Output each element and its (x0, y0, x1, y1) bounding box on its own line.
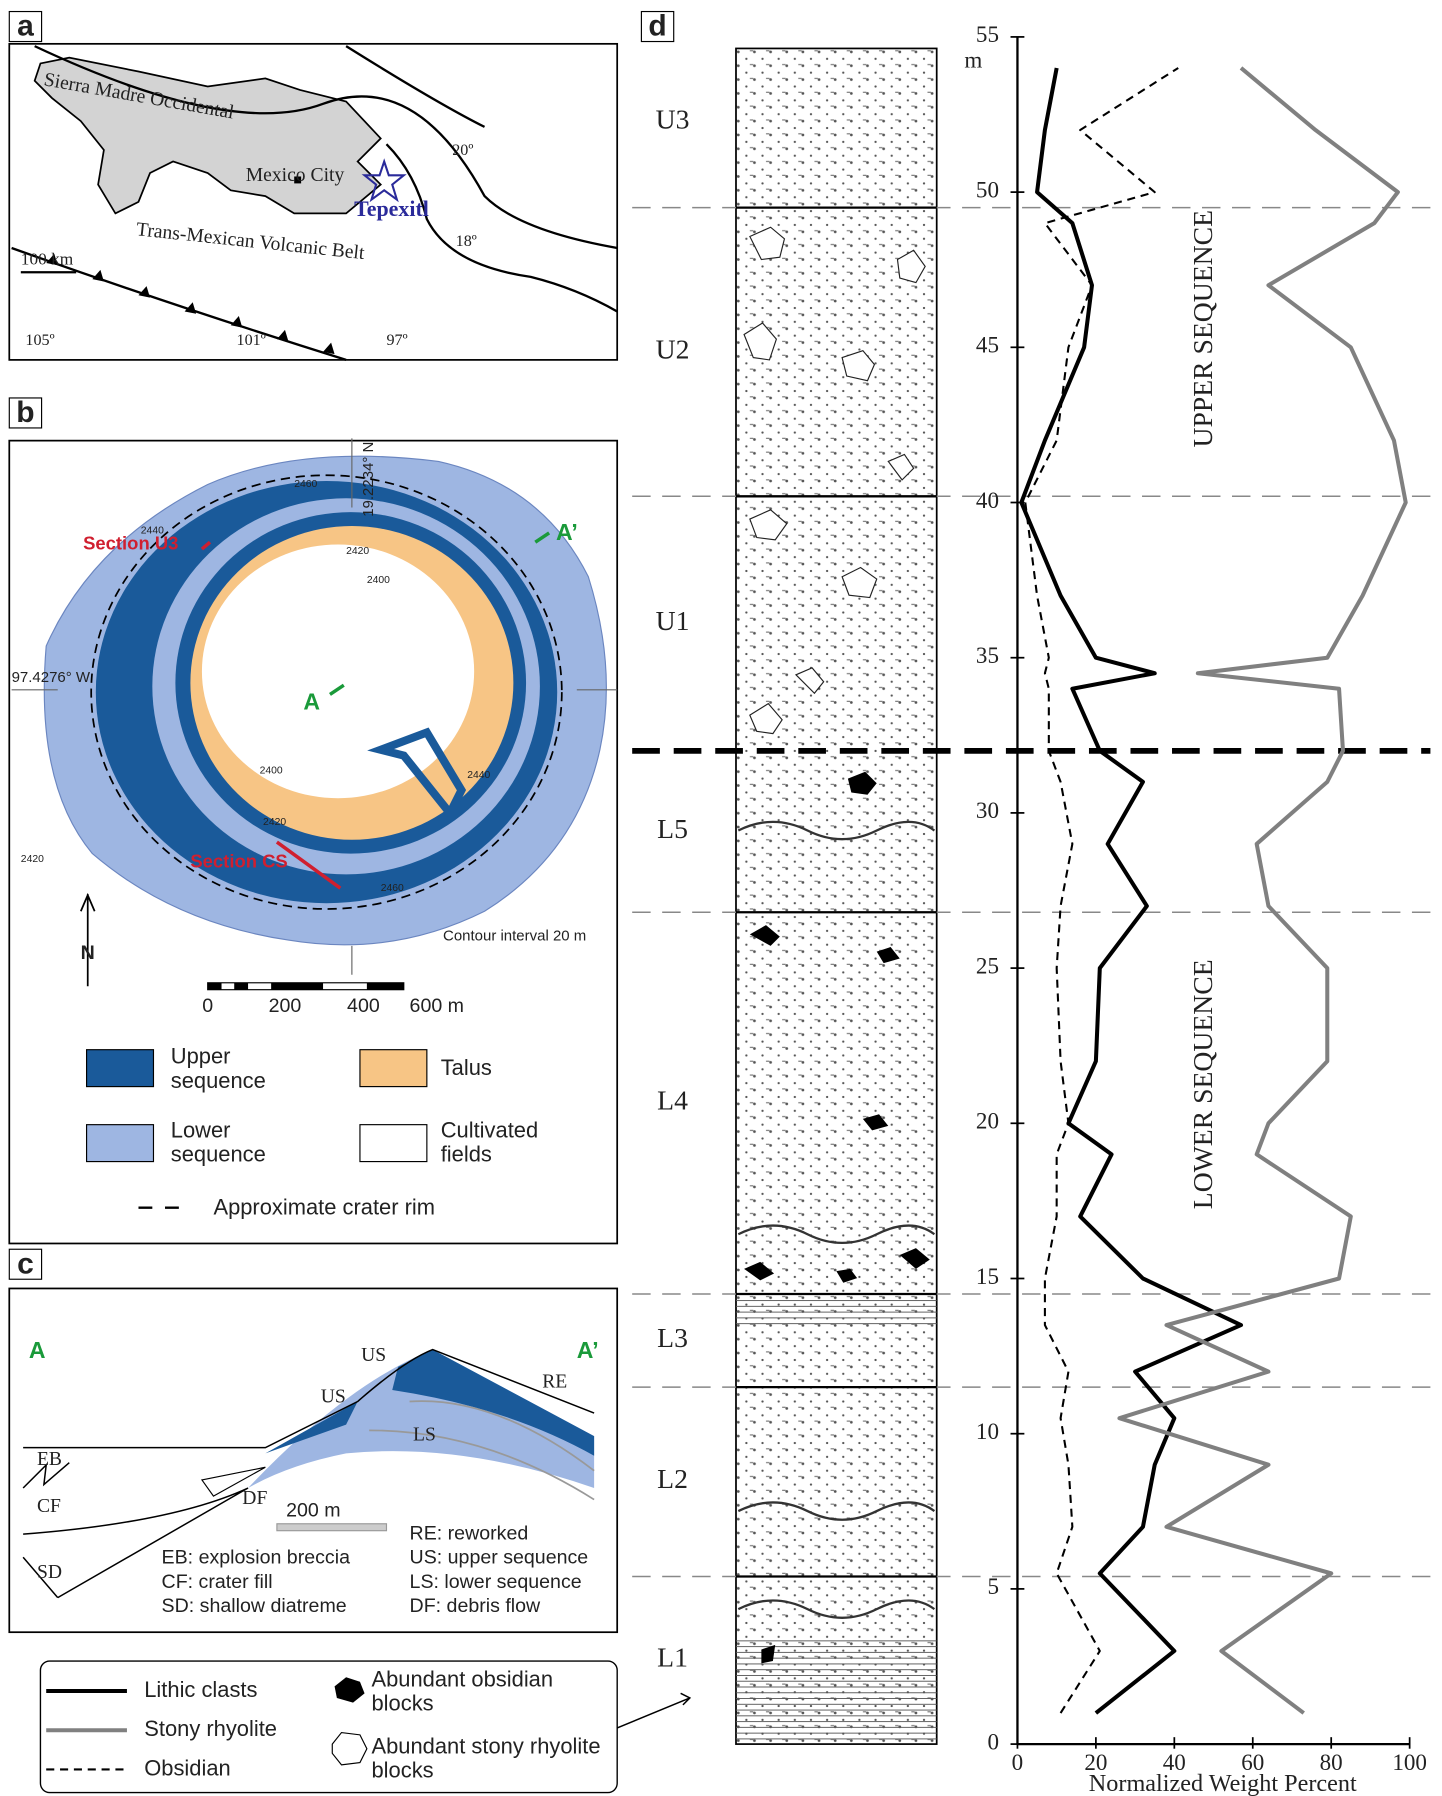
y-tick-label: 40 (976, 487, 999, 513)
legend-label: Stony rhyolite (144, 1716, 277, 1741)
scale-label: 400 (347, 995, 380, 1017)
y-axis-unit: m (964, 47, 982, 73)
unit-label: U2 (656, 333, 690, 364)
unit-label: L3 (657, 1322, 688, 1353)
legend-label: SD: shallow diatreme (162, 1595, 347, 1617)
y-tick-label: 25 (976, 952, 999, 978)
y-tick-label: 20 (976, 1108, 999, 1134)
contour-label: 2440 (467, 770, 490, 781)
scale-label: 200 (269, 995, 302, 1017)
map-note: Contour interval 20 m (443, 928, 586, 945)
unit-label: RE (542, 1372, 567, 1393)
contour-label: 2400 (367, 575, 390, 586)
unit-label: SD (37, 1562, 62, 1583)
series-line (1119, 68, 1405, 1713)
unit-label: US (321, 1387, 346, 1408)
legend-label: EB: explosion breccia (162, 1547, 351, 1569)
scale-label: 100 km (21, 250, 74, 269)
panel-letter: b (16, 396, 34, 429)
unit-label: U3 (656, 104, 690, 135)
panel-letter: c (17, 1247, 34, 1280)
y-tick-label: 5 (987, 1573, 999, 1599)
lon-label: 105º (25, 332, 54, 349)
x-tick-label: 60 (1241, 1749, 1264, 1775)
contour-label: 2420 (346, 546, 369, 557)
profile-label: A’ (577, 1337, 599, 1363)
panel-d: d m Normalized Weight Percent UPPER SEQU… (632, 10, 1430, 1796)
profile-label: A (29, 1337, 46, 1363)
unit-label: LS (413, 1425, 436, 1446)
sequence-label: LOWER SEQUENCE (1187, 959, 1218, 1209)
unit-label: L1 (657, 1642, 688, 1673)
scale-label: 0 (202, 995, 213, 1017)
contour-label: 2420 (263, 817, 286, 828)
scale-label: 600 m (410, 995, 464, 1017)
legend-label: DF: debris flow (410, 1595, 542, 1617)
legend-label: Lithic clasts (144, 1677, 257, 1702)
coordinate-label: 97.4276° W (12, 669, 91, 686)
unit-label: CF (37, 1496, 61, 1517)
unit-label: U1 (656, 605, 690, 636)
y-tick-label: 35 (976, 642, 999, 668)
contour-label: 2400 (260, 765, 283, 776)
legend-label: Talus (441, 1057, 591, 1081)
legend-label: US: upper sequence (410, 1547, 589, 1569)
contour-label: 2420 (21, 854, 44, 865)
y-tick-label: 50 (976, 176, 999, 202)
y-tick-label: 0 (987, 1728, 999, 1754)
y-tick-label: 10 (976, 1418, 999, 1444)
lon-label: 101º (237, 332, 266, 349)
contour-label: 2440 (141, 525, 164, 536)
y-tick-label: 45 (976, 332, 999, 358)
legend: Abundant obsidian blocks Abundant stony … (40, 1661, 689, 1792)
legend-label: Approximate crater rim (213, 1195, 435, 1220)
x-tick-label: 0 (1012, 1749, 1024, 1775)
x-tick-label: 100 (1392, 1749, 1427, 1775)
unit-label: EB (37, 1449, 62, 1470)
y-tick-label: 30 (976, 797, 999, 823)
unit-label: L5 (657, 813, 688, 844)
unit-label: L4 (657, 1084, 688, 1115)
lon-label: 97º (386, 332, 407, 349)
unit-label: DF (242, 1488, 267, 1509)
lat-label: 18º (456, 233, 477, 250)
legend-label: Lower sequence (171, 1119, 298, 1167)
x-axis-title: Normalized Weight Percent (1089, 1770, 1357, 1796)
panel-a: a Sierra Madre Occidental Mexico City Te… (9, 10, 617, 360)
contour-label: 2460 (381, 883, 404, 894)
coordinate-label: 19.2234° N (360, 442, 377, 517)
legend-label: LS: lower sequence (410, 1571, 582, 1593)
north-label: N (81, 942, 95, 964)
unit-label: US (361, 1345, 386, 1366)
x-tick-label: 40 (1163, 1749, 1186, 1775)
panel-b: b Section U3 A’ A 19.2234° N 97.4276° W … (9, 396, 617, 1243)
legend-label: Obsidian (144, 1755, 230, 1780)
legend-label: Abundant obsidian blocks (371, 1668, 602, 1716)
y-tick-label: 55 (976, 21, 999, 47)
legend-label: CF: crater fill (162, 1571, 273, 1593)
panel-letter: d (648, 10, 666, 43)
lat-label: 20º (452, 142, 473, 159)
section-label: Section U3 (83, 532, 178, 553)
legend-label: Abundant stony rhyolite blocks (371, 1735, 602, 1783)
contour-label: 2460 (294, 479, 317, 490)
y-tick-label: 15 (976, 1263, 999, 1289)
map-label: Tepexitl (354, 196, 429, 221)
panel-c: c A A’ US RE US LS EB CF DF SD 200 m EB:… (9, 1247, 617, 1632)
x-tick-label: 20 (1084, 1749, 1107, 1775)
scale-label: 200 m (286, 1499, 340, 1521)
legend-label: Cultivated fields (441, 1119, 568, 1167)
profile-label: A’ (556, 519, 578, 545)
map-label: Mexico City (246, 165, 345, 186)
profile-label: A (303, 689, 320, 715)
sequence-label: UPPER SEQUENCE (1187, 210, 1218, 448)
panel-letter: a (17, 10, 34, 43)
x-tick-label: 80 (1320, 1749, 1343, 1775)
unit-label: L2 (657, 1463, 688, 1494)
legend-label: Upper sequence (171, 1045, 298, 1093)
legend-label: RE: reworked (410, 1522, 529, 1544)
section-label: Section CS (190, 851, 287, 872)
figure: a Sierra Madre Occidental Mexico City Te… (0, 0, 1442, 1796)
